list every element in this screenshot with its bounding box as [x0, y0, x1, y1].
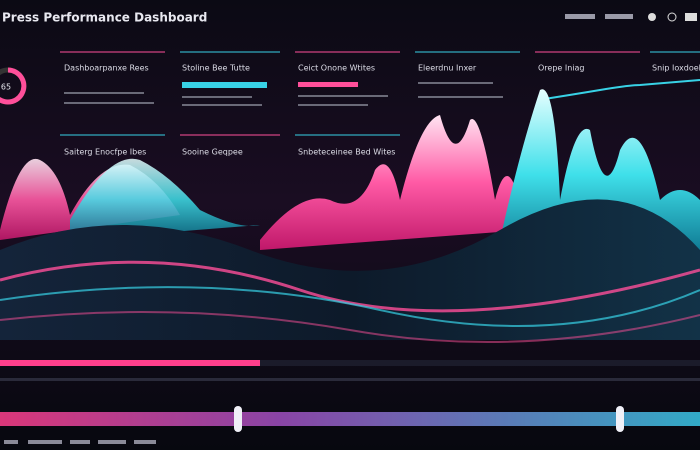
- tick-strip: [0, 378, 700, 381]
- wave-line: [0, 260, 700, 313]
- header-controls: [565, 12, 697, 22]
- wave-line: [0, 286, 700, 327]
- donut-arc: [0, 67, 27, 105]
- panel-title: Stoline Bee Tutte: [182, 64, 250, 73]
- panel-title: Dashboarpanxe Rees: [64, 64, 149, 73]
- panel-frames: [60, 51, 700, 136]
- menu-item[interactable]: [605, 14, 633, 19]
- icon-button[interactable]: [685, 13, 697, 21]
- icon-button[interactable]: [648, 13, 656, 21]
- panel-title: Orepe Iniag: [538, 64, 585, 73]
- panel-title: Ceict Onone Wtites: [298, 64, 375, 73]
- dashboard-title: Press Performance Dashboard: [2, 11, 207, 25]
- panel-title: Eleerdnu Inxer: [418, 64, 477, 73]
- panel-title: Snip Ioxdoelite: [652, 64, 700, 73]
- panel-title: Saiterg Enocfpe Ibes: [64, 148, 146, 157]
- menu-item[interactable]: [565, 14, 595, 19]
- icon-button[interactable]: [667, 12, 677, 22]
- donut-label: 65: [1, 83, 11, 92]
- progress-fill: [0, 360, 260, 366]
- panel-placeholder-rows: [64, 79, 700, 106]
- timeline-handle[interactable]: [616, 406, 624, 432]
- progress-track: [0, 360, 700, 366]
- timeline-handle[interactable]: [234, 406, 242, 432]
- wave-line: [0, 311, 700, 343]
- wave: [260, 115, 525, 250]
- timeline-bar: [0, 412, 700, 426]
- footer-labels: [4, 440, 156, 444]
- panel-title: Sooine Geqpee: [182, 148, 243, 157]
- panel-title: Snbeteceinee Bed Wites: [298, 148, 395, 157]
- wave: [70, 158, 260, 240]
